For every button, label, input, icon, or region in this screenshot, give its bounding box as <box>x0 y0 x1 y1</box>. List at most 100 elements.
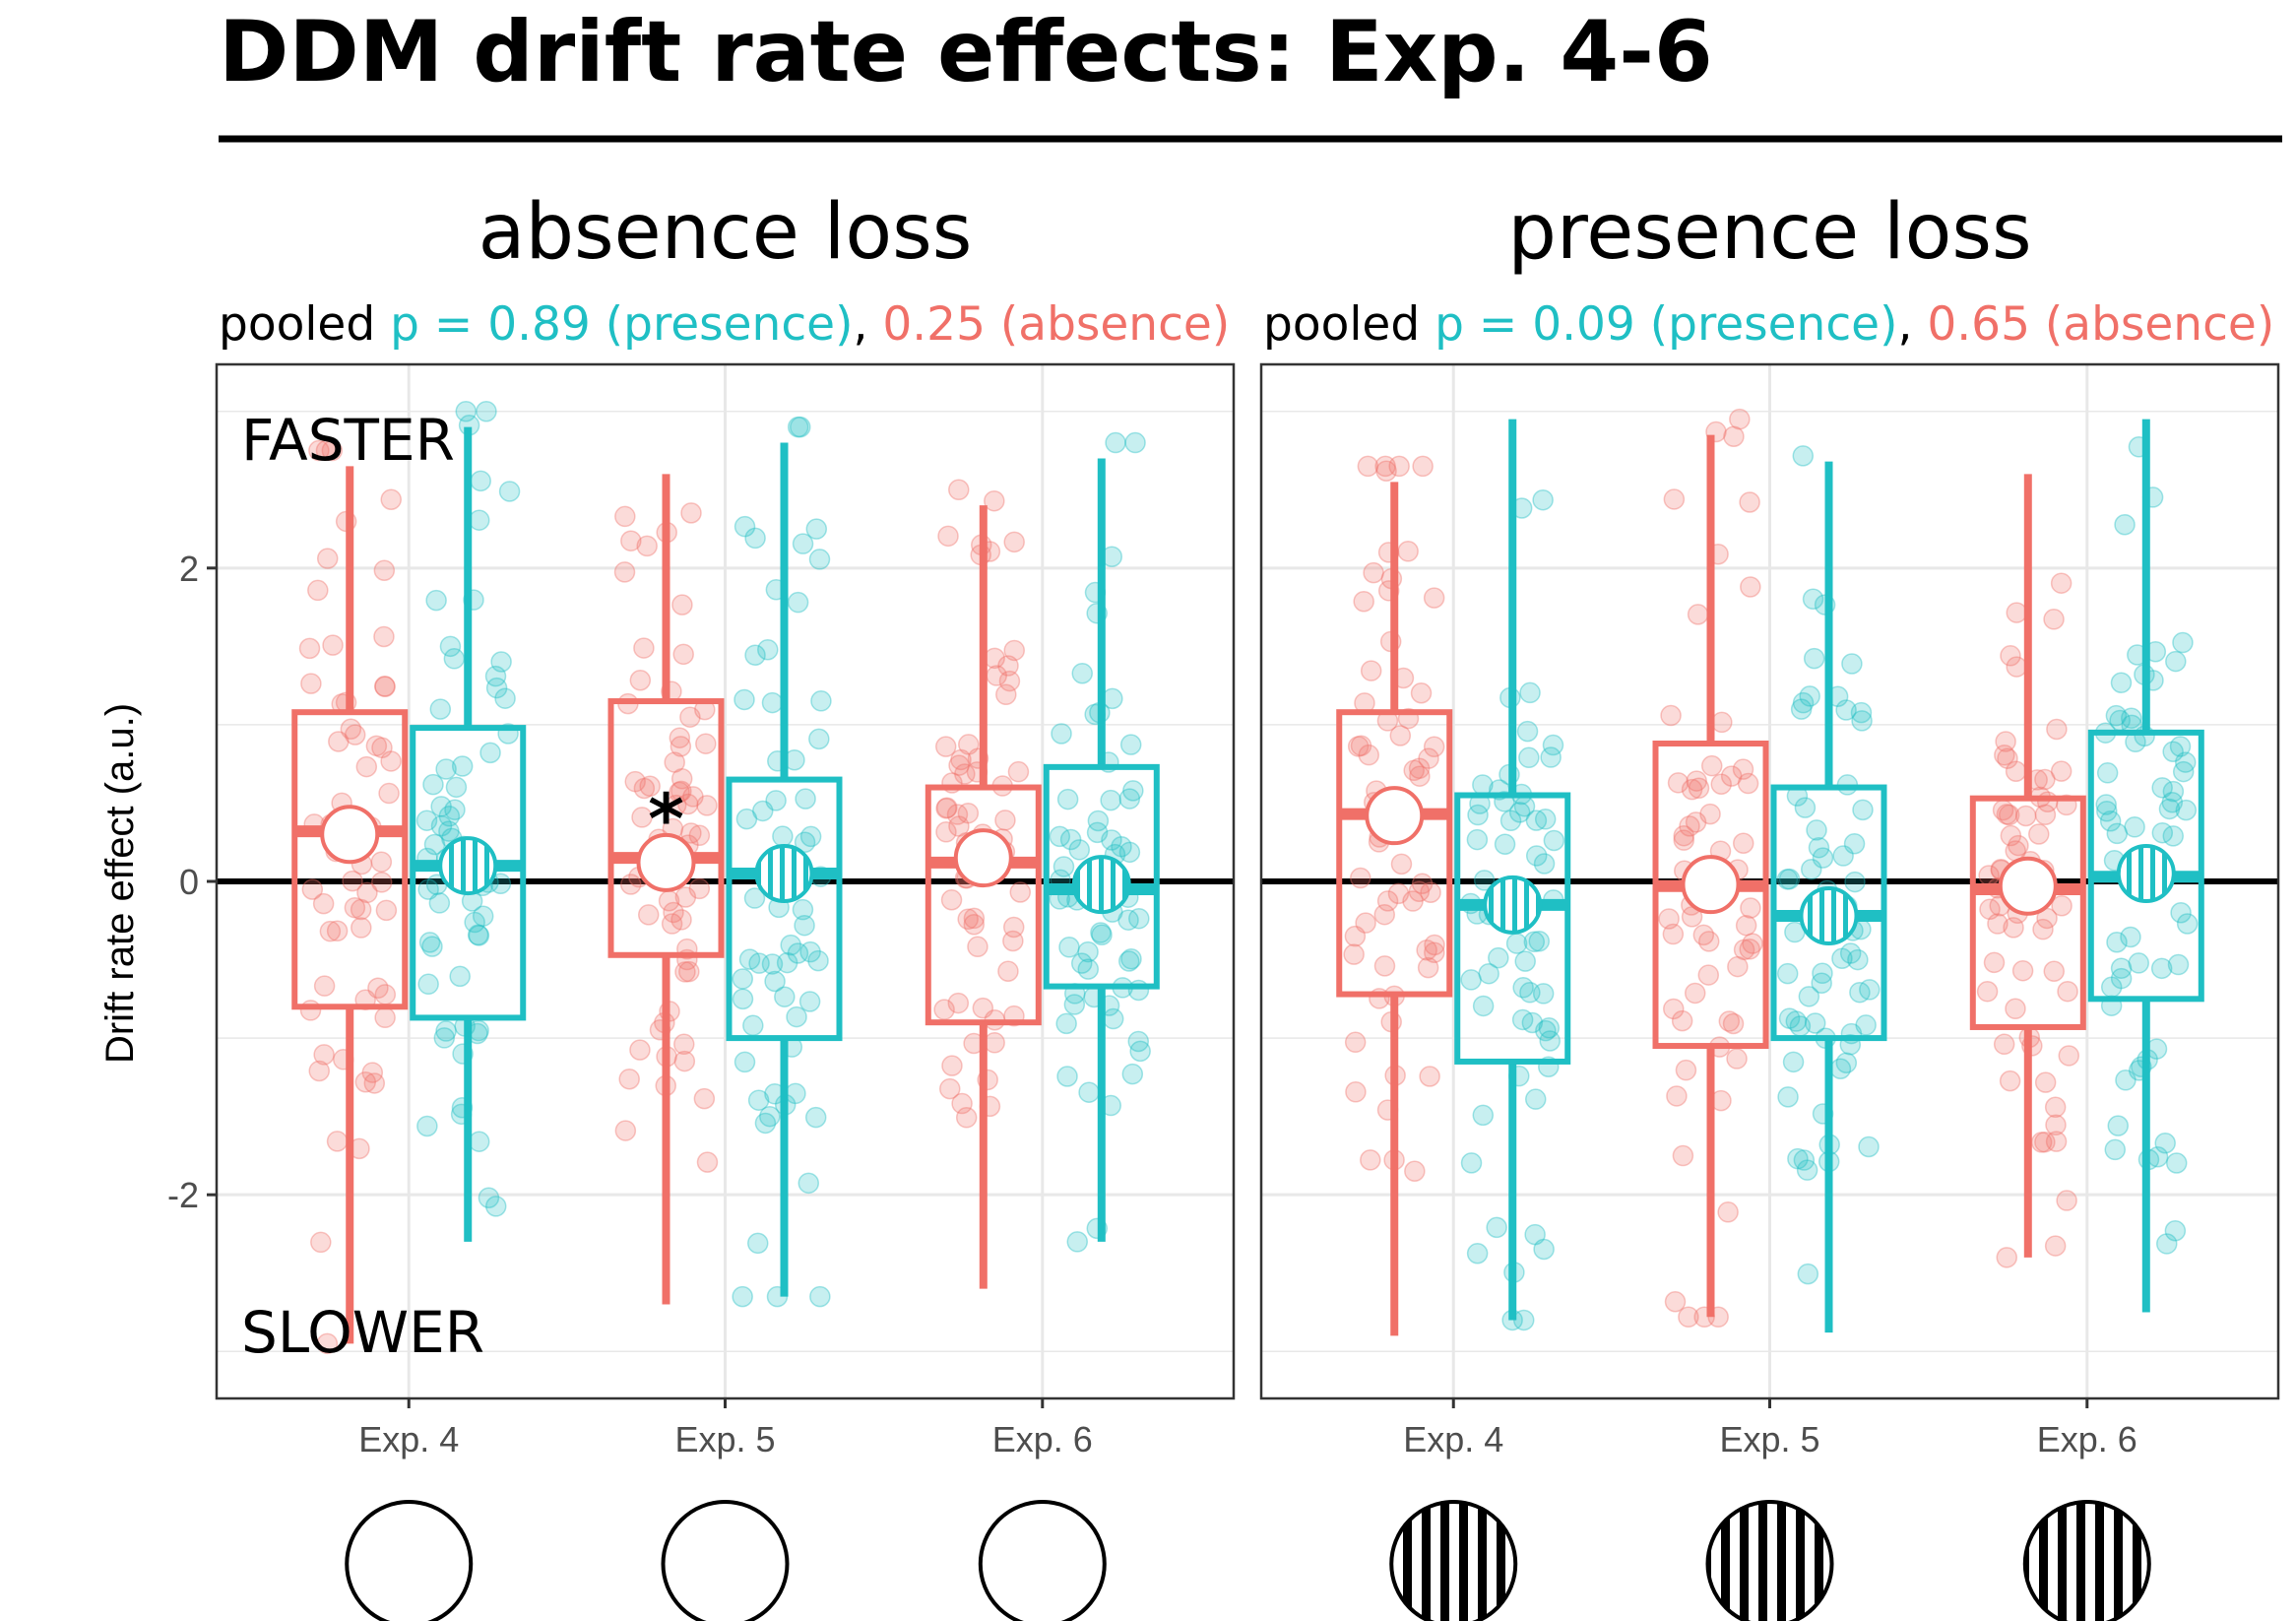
jitter-point <box>1543 829 1565 852</box>
jitter-point <box>1997 747 2018 769</box>
subtitle-presence: p = 0.89 (presence) <box>390 297 853 352</box>
panel-title: presence loss <box>1507 188 2031 277</box>
jitter-point <box>2036 791 2059 813</box>
jitter-point <box>1373 955 1396 977</box>
jitter-point <box>316 548 339 569</box>
jitter-point <box>380 488 402 510</box>
jitter-point <box>435 1020 457 1042</box>
jitter-point <box>751 800 774 822</box>
jitter-point <box>1726 1048 1748 1070</box>
jitter-point <box>468 1131 490 1152</box>
jitter-point <box>425 589 447 612</box>
jitter-point <box>2120 926 2141 948</box>
jitter-point <box>939 1077 961 1100</box>
jitter-point <box>764 970 786 993</box>
jitter-point <box>344 896 366 919</box>
jitter-point <box>794 914 815 937</box>
jitter-point <box>688 877 711 900</box>
jitter-point <box>1122 780 1144 802</box>
jitter-point <box>797 1172 820 1195</box>
jitter-point <box>1797 1263 1819 1285</box>
jitter-point <box>344 724 366 746</box>
jitter-point <box>732 968 754 990</box>
jitter-point <box>2034 768 2056 791</box>
jitter-point <box>1692 924 1715 946</box>
jitter-point <box>1742 933 1763 954</box>
jitter-point <box>484 665 507 687</box>
jitter-point <box>1525 810 1548 831</box>
jitter-point <box>696 1151 719 1173</box>
jitter-point <box>2172 760 2195 783</box>
jitter-point <box>1700 754 1723 777</box>
jitter-point <box>1127 979 1150 1002</box>
jitter-point <box>1688 777 1710 800</box>
jitter-point <box>1542 734 1564 756</box>
jitter-point <box>1068 839 1091 861</box>
mean-marker <box>2116 844 2176 904</box>
jitter-point <box>355 755 378 778</box>
jitter-point <box>810 690 832 712</box>
jitter-point <box>732 1285 753 1308</box>
jitter-point <box>948 479 970 501</box>
jitter-point <box>1105 431 1126 454</box>
jitter-point <box>1118 788 1141 810</box>
jitter-point <box>1478 962 1499 985</box>
jitter-point <box>2156 1233 2178 1255</box>
jitter-point <box>2167 953 2190 976</box>
jitter-point <box>1697 931 1720 952</box>
jitter-point <box>1056 1066 1078 1087</box>
jitter-point <box>2151 821 2174 844</box>
jitter-point <box>984 1032 1005 1054</box>
plain-circle-icon <box>978 1500 1107 1621</box>
jitter-point <box>1711 711 1733 734</box>
jitter-point <box>695 733 717 754</box>
jitter-point <box>1663 998 1685 1020</box>
jitter-point <box>1532 488 1554 511</box>
box-body <box>1652 741 1769 1050</box>
jitter-point <box>688 824 711 847</box>
jitter-point <box>328 731 350 752</box>
jitter-point <box>418 932 441 953</box>
jitter-point <box>984 647 1005 670</box>
jitter-point <box>1374 455 1396 478</box>
jitter-point <box>421 936 443 957</box>
jitter-point <box>1488 946 1509 969</box>
box-body <box>925 784 1042 1026</box>
subtitle-prefix: pooled <box>1263 297 1435 352</box>
jitter-point <box>299 1000 322 1021</box>
jitter-point <box>1998 804 2020 826</box>
jitter-point <box>1358 744 1380 766</box>
x-tick-label: Exp. 6 <box>2037 1419 2137 1459</box>
jitter-point <box>963 914 986 936</box>
jitter-point <box>742 1014 764 1037</box>
jitter-point <box>365 735 388 757</box>
jitter-point <box>2034 804 2057 825</box>
x-tick-label: Exp. 5 <box>1719 1419 1819 1459</box>
jitter-point <box>1684 982 1706 1005</box>
jitter-point <box>2154 1132 2176 1154</box>
jitter-point <box>308 439 330 462</box>
jitter-point <box>300 673 322 694</box>
box-presence-exp5 <box>726 416 843 1308</box>
jitter-point <box>955 1107 978 1129</box>
jitter-point <box>808 728 830 750</box>
jitter-point <box>1100 789 1121 811</box>
jitter-point <box>1687 604 1709 625</box>
box-body <box>1336 709 1453 998</box>
jitter-point <box>467 924 489 946</box>
jitter-point <box>2105 704 2128 727</box>
jitter-point <box>1740 576 1761 598</box>
jitter-point <box>1841 653 1863 675</box>
box-body <box>2087 729 2204 1003</box>
jitter-point <box>671 594 693 616</box>
jitter-point <box>1078 1081 1100 1103</box>
jitter-point <box>1055 1012 1077 1035</box>
jitter-point <box>670 736 692 757</box>
jitter-point <box>1737 772 1759 795</box>
jitter-point <box>2106 822 2129 845</box>
jitter-point <box>618 1068 640 1090</box>
jitter-point <box>2151 777 2173 799</box>
jitter-point <box>1376 890 1399 912</box>
jitter-point <box>2109 709 2131 732</box>
jitter-point <box>449 965 471 988</box>
